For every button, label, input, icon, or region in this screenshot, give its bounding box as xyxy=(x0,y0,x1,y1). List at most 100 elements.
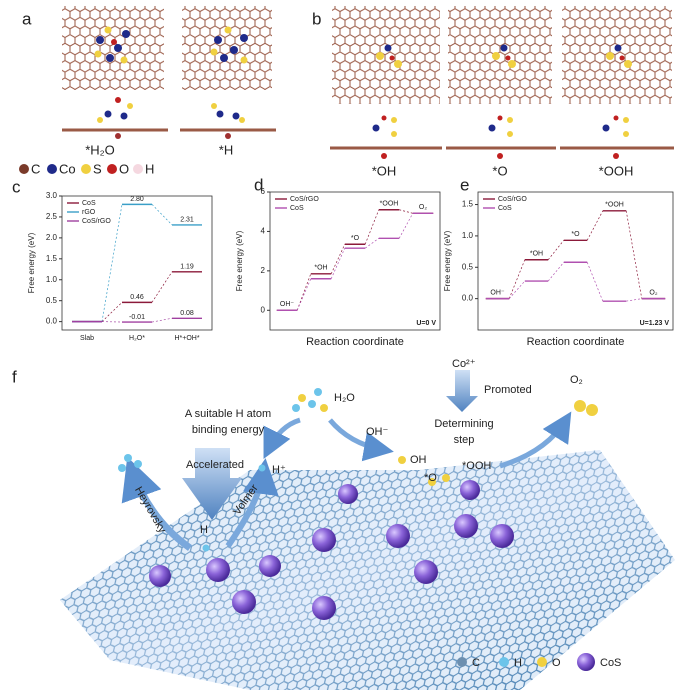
value-label: 2.80 xyxy=(130,196,144,203)
legend-label: O xyxy=(552,657,561,669)
annotation: Accelerated xyxy=(186,459,244,471)
y-tick-label: 3.0 xyxy=(46,191,58,200)
connector xyxy=(547,240,565,260)
panel-label: b xyxy=(312,9,321,28)
y-tick-label: 0.5 xyxy=(46,296,58,305)
connector xyxy=(364,238,380,249)
structure-side-views xyxy=(62,97,276,139)
connector xyxy=(508,280,526,299)
connector xyxy=(508,259,526,299)
panel-label: e xyxy=(460,175,469,194)
legend-label: CoS/rGO xyxy=(498,196,527,203)
value-label: 0.08 xyxy=(180,310,194,317)
annotation: step xyxy=(454,434,475,446)
connector xyxy=(586,210,604,241)
annotation: U=1.23 V xyxy=(640,320,670,327)
y-tick-label: 1.5 xyxy=(462,200,474,209)
connector xyxy=(101,302,123,322)
structure-label: *OH xyxy=(372,163,397,178)
annotation: O₂ xyxy=(570,374,583,386)
annotation: H₂O xyxy=(334,392,355,404)
connector xyxy=(364,209,380,245)
annotation: *O xyxy=(424,472,437,484)
annotation: *OOH xyxy=(462,460,491,472)
cos-particles xyxy=(149,480,514,620)
y-tick-label: 1.0 xyxy=(462,231,474,240)
category-label: *OOH xyxy=(380,201,399,208)
connector xyxy=(330,244,346,274)
category-label: OH⁻ xyxy=(490,289,505,296)
annotation: Promoted xyxy=(484,384,532,396)
structure-label: *OOH xyxy=(599,163,634,178)
category-label: *OH xyxy=(530,251,543,258)
legend-label: rGO xyxy=(82,209,96,216)
category-label: O₂ xyxy=(649,289,657,296)
legend-label: S xyxy=(93,161,102,176)
connector xyxy=(626,298,642,302)
legend-label: CoS xyxy=(82,200,96,207)
legend-label: O xyxy=(119,161,129,176)
category-label: *O xyxy=(351,235,360,242)
structure-top-views xyxy=(62,6,272,90)
annotation: A suitable H atom xyxy=(185,408,271,420)
value-label: 2.31 xyxy=(180,217,194,224)
category-label: O₂ xyxy=(419,204,427,211)
category-label: OH⁻ xyxy=(280,301,295,308)
panel-label: a xyxy=(22,9,32,28)
x-tick-label: H₂O* xyxy=(129,335,145,342)
value-label: -0.01 xyxy=(129,314,145,321)
connector xyxy=(625,210,643,299)
annotation: Heyrovsky xyxy=(132,485,168,536)
annotation: OH⁻ xyxy=(366,426,389,438)
connector xyxy=(151,317,173,323)
y-tick-label: 2 xyxy=(261,266,266,275)
y-tick-label: 4 xyxy=(261,227,266,236)
category-label: *OOH xyxy=(605,202,624,209)
annotation: binding energy xyxy=(192,424,265,436)
structure-label: *H₂O xyxy=(85,142,115,157)
y-axis-label: Free energy (eV) xyxy=(235,230,244,291)
legend-label: CoS xyxy=(498,205,512,212)
connector xyxy=(151,204,173,226)
x-axis-label: Reaction coordinate xyxy=(306,336,404,348)
molecules xyxy=(118,388,598,552)
category-label: *OH xyxy=(314,265,327,272)
value-label: 0.46 xyxy=(130,294,144,301)
connector xyxy=(296,278,312,311)
structure-top-views xyxy=(332,6,672,104)
annotation: Co²⁺ xyxy=(452,358,476,370)
x-axis-label: Reaction coordinate xyxy=(527,336,625,348)
legend-label: H xyxy=(145,161,154,176)
y-tick-label: 6 xyxy=(261,187,266,196)
annotation: Determining xyxy=(434,418,493,430)
connector xyxy=(330,248,346,279)
y-tick-label: 0 xyxy=(261,305,266,314)
y-axis-label: Free energy (eV) xyxy=(27,232,36,293)
schematic-legend: C H O CoS xyxy=(457,653,621,671)
connector xyxy=(399,209,413,214)
structure-label: *H xyxy=(219,142,233,157)
legend-label: C xyxy=(472,657,480,669)
category-label: *O xyxy=(571,231,580,238)
panel-label: c xyxy=(12,177,21,196)
connector xyxy=(547,262,565,282)
legend-label: CoS xyxy=(600,657,621,669)
y-tick-label: 0.0 xyxy=(462,294,474,303)
y-tick-label: 2.0 xyxy=(46,233,58,242)
legend-label: H xyxy=(514,657,522,669)
y-tick-label: 1.5 xyxy=(46,254,58,263)
arrows xyxy=(121,370,572,551)
plot-frame xyxy=(269,191,441,331)
x-tick-label: H*+OH* xyxy=(174,335,199,342)
annotation: OH xyxy=(410,454,427,466)
structure-label: *O xyxy=(492,163,507,178)
structure-side-views xyxy=(330,115,674,159)
y-tick-label: 0.5 xyxy=(462,262,474,271)
connector xyxy=(586,262,604,302)
annotation: H xyxy=(200,524,208,536)
plot-frame xyxy=(61,195,213,331)
y-tick-label: 1.0 xyxy=(46,275,58,284)
y-tick-label: 2.5 xyxy=(46,212,58,221)
annotation: H⁺ xyxy=(272,464,286,476)
plot-frame xyxy=(477,191,674,331)
